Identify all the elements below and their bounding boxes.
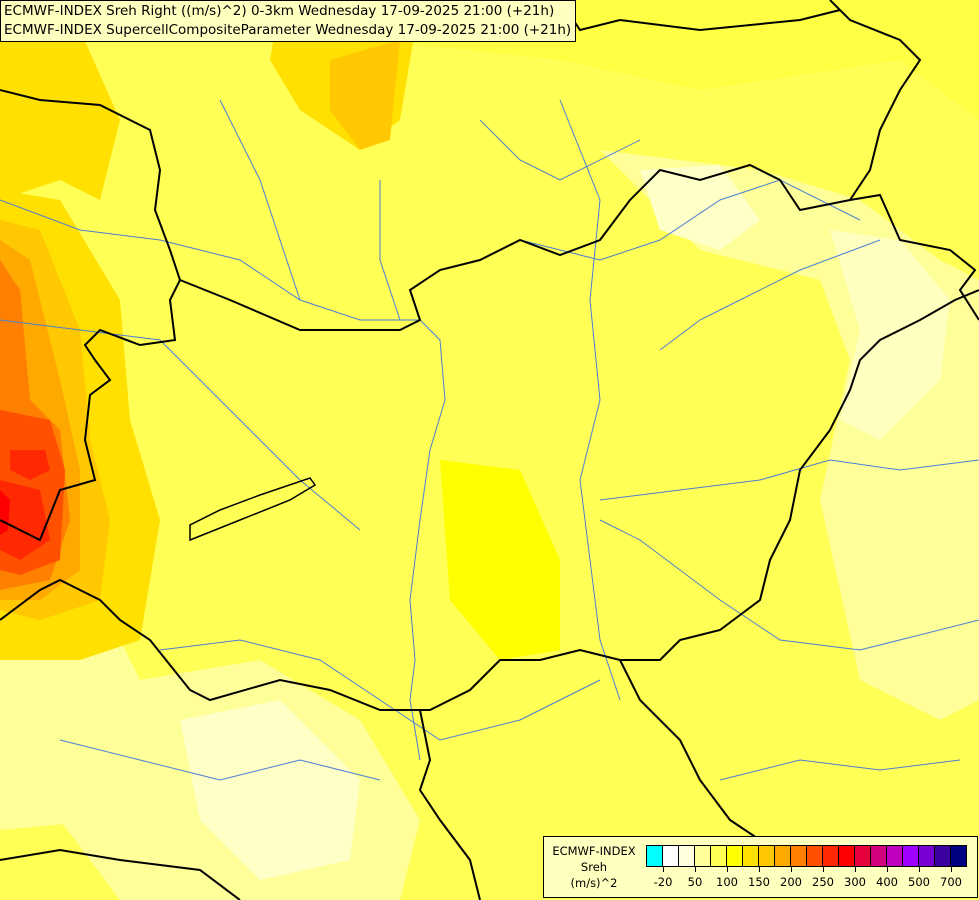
legend-color-box: [823, 846, 839, 866]
legend-color-box: [727, 846, 743, 866]
legend-color-box: [679, 846, 695, 866]
legend-tick: [663, 866, 664, 872]
legend-tick: [855, 866, 856, 872]
legend-label: 500: [908, 875, 930, 889]
legend-label: 400: [876, 875, 898, 889]
map-title-box: ECMWF-INDEX Sreh Right ((m/s)^2) 0-3km W…: [0, 0, 577, 42]
legend-color-box: [855, 846, 871, 866]
legend-color-box: [775, 846, 791, 866]
legend-color-box: [935, 846, 951, 866]
map-title-sreh: ECMWF-INDEX Sreh Right ((m/s)^2) 0-3km W…: [4, 3, 555, 19]
legend-tick: [919, 866, 920, 872]
legend-color-box: [759, 846, 775, 866]
legend-color-box: [663, 846, 679, 866]
legend-color-box: [839, 846, 855, 866]
legend-color-box: [791, 846, 807, 866]
legend-variable: Sreh: [580, 860, 608, 874]
legend-label: 50: [687, 875, 703, 889]
color-legend: ECMWF-INDEX Sreh (m/s)^2 -20 50 100 150 200 2…: [543, 836, 978, 898]
legend-unit: (m/s)^2: [570, 876, 618, 890]
legend-tick: [887, 866, 888, 872]
legend-tick: [695, 866, 696, 872]
legend-label: -20: [653, 875, 673, 889]
legend-color-box: [711, 846, 727, 866]
legend-color-box: [871, 846, 887, 866]
legend-tick: [791, 866, 792, 872]
legend-label: 150: [748, 875, 770, 889]
legend-source: ECMWF-INDEX: [552, 844, 636, 858]
legend-label: 250: [812, 875, 834, 889]
map-title-scp: ECMWF-INDEX SupercellCompositeParameter …: [4, 22, 572, 38]
legend-color-box: [903, 846, 919, 866]
legend-label: 100: [716, 875, 738, 889]
legend-color-box: [887, 846, 903, 866]
legend-color-box: [647, 846, 663, 866]
legend-tick: [727, 866, 728, 872]
rivers: [0, 99, 979, 781]
legend-color-box: [951, 846, 966, 866]
legend-label: 700: [940, 875, 962, 889]
legend-color-box: [695, 846, 711, 866]
legend-title: ECMWF-INDEX Sreh (m/s)^2: [544, 843, 644, 891]
legend-label: 300: [844, 875, 866, 889]
legend-color-box: [743, 846, 759, 866]
legend-color-box: [807, 846, 823, 866]
legend-label: 200: [780, 875, 802, 889]
legend-tick: [823, 866, 824, 872]
legend-tick: [951, 866, 952, 872]
legend-color-box: [919, 846, 935, 866]
legend-tick: [759, 866, 760, 872]
legend-color-bar: [646, 845, 967, 867]
